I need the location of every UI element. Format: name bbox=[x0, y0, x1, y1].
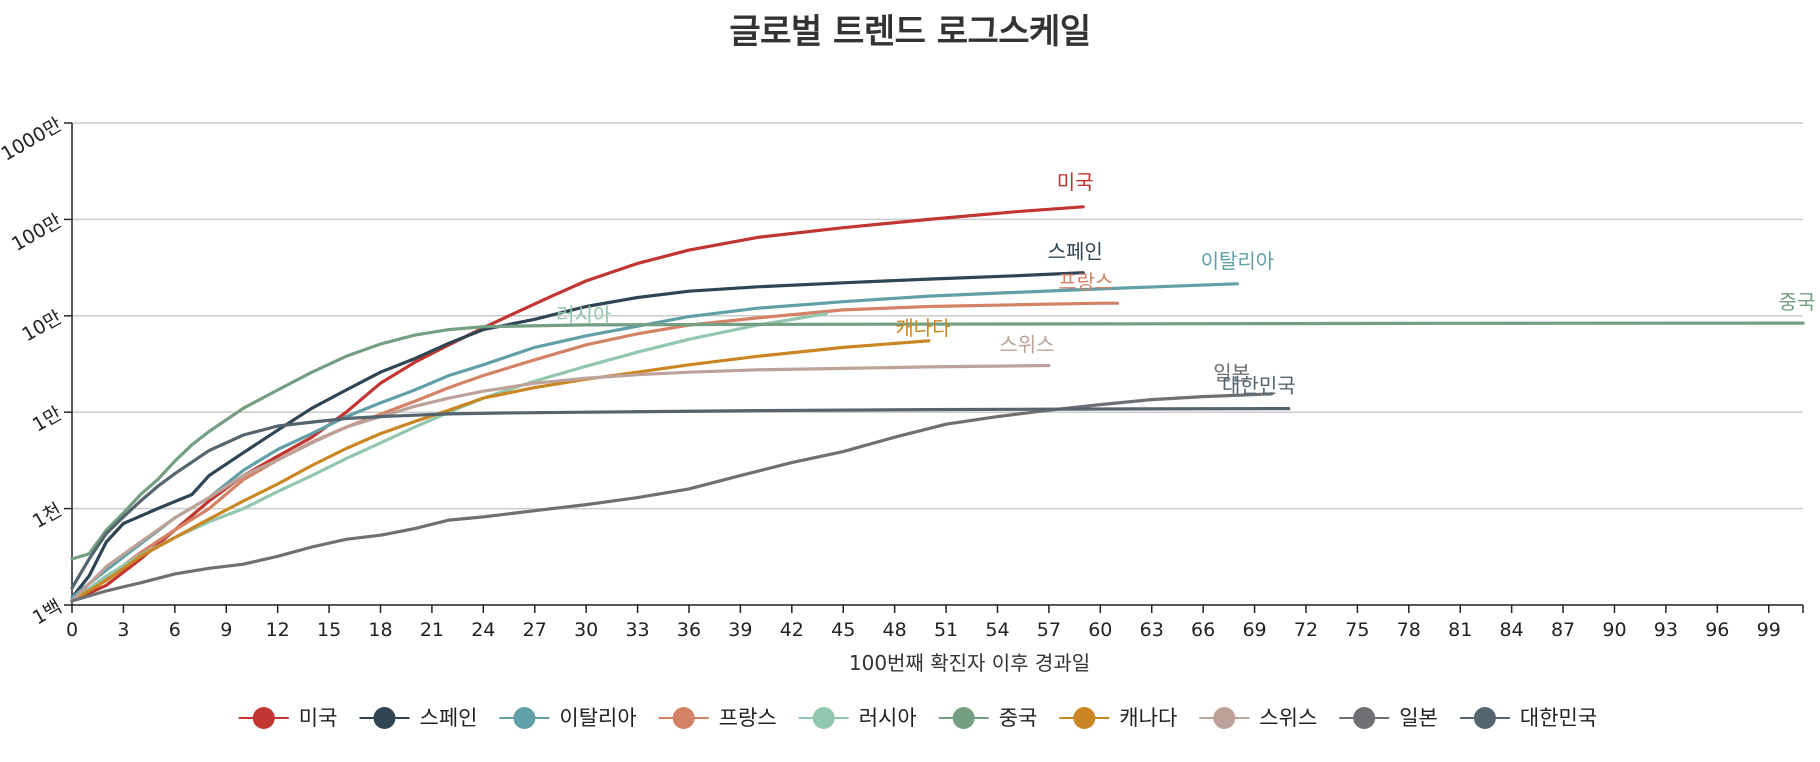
legend-item[interactable]: 캐나다 bbox=[1059, 706, 1177, 730]
x-tick-label: 72 bbox=[1294, 619, 1318, 641]
legend-marker bbox=[672, 707, 695, 729]
x-tick-label: 93 bbox=[1654, 619, 1678, 641]
x-tick-label: 27 bbox=[523, 619, 547, 641]
x-tick-label: 18 bbox=[368, 619, 392, 641]
legend-marker bbox=[373, 707, 396, 729]
series-line[interactable] bbox=[70, 363, 1051, 603]
x-tick-label: 51 bbox=[934, 619, 958, 641]
line-end-label: 스페인 bbox=[1048, 240, 1103, 264]
x-tick-label: 69 bbox=[1242, 619, 1266, 641]
series-line[interactable] bbox=[70, 321, 1805, 561]
x-tick-label: 54 bbox=[985, 619, 1009, 641]
legend-item[interactable]: 일본 bbox=[1339, 706, 1438, 730]
x-tick-label: 48 bbox=[883, 619, 907, 641]
series-line[interactable] bbox=[70, 339, 931, 603]
legend-label: 대한민국 bbox=[1520, 706, 1597, 730]
legend-label: 스위스 bbox=[1259, 706, 1317, 730]
x-tick-label: 30 bbox=[574, 619, 598, 641]
legend-label: 프랑스 bbox=[719, 706, 777, 730]
x-tick-label: 87 bbox=[1551, 619, 1575, 641]
series-line[interactable] bbox=[70, 407, 1291, 590]
x-tick-label: 42 bbox=[780, 619, 804, 641]
legend-label: 러시아 bbox=[859, 706, 917, 730]
legend-item[interactable]: 스위스 bbox=[1199, 706, 1317, 730]
y-tick-label: 10만 bbox=[18, 306, 65, 346]
x-tick-label: 75 bbox=[1345, 619, 1369, 641]
line-end-label: 중국 bbox=[1779, 290, 1816, 314]
legend-item[interactable]: 스페인 bbox=[359, 706, 478, 730]
legend-item[interactable]: 프랑스 bbox=[658, 706, 777, 730]
legend-marker bbox=[812, 707, 835, 729]
line-end-label: 대한민국 bbox=[1222, 374, 1296, 398]
legend-label: 스페인 bbox=[420, 706, 478, 730]
x-tick-label: 66 bbox=[1191, 619, 1215, 641]
chart-title: 글로벌 트렌드 로그스케일 bbox=[729, 12, 1091, 52]
legend-label: 이탈리아 bbox=[559, 706, 636, 730]
x-tick-label: 9 bbox=[220, 619, 232, 641]
series-line[interactable] bbox=[70, 205, 1085, 603]
y-tick-label: 1백 bbox=[29, 595, 66, 629]
legend-layer[interactable]: 미국 스페인 이탈리아 프랑스 러시아 중국 캐나다 스위스 일본 대한민국 bbox=[238, 706, 1597, 730]
legend-item[interactable]: 러시아 bbox=[798, 706, 917, 730]
x-tick-label: 36 bbox=[677, 619, 701, 641]
legend-marker bbox=[1473, 707, 1496, 729]
series-line[interactable] bbox=[70, 312, 828, 603]
legend-label: 일본 bbox=[1399, 706, 1438, 730]
y-tick-label: 100만 bbox=[8, 210, 66, 256]
y-tick-label: 1만 bbox=[29, 403, 66, 437]
y-tick-label: 1천 bbox=[29, 499, 66, 533]
line-end-label: 미국 bbox=[1057, 170, 1094, 194]
x-tick-label: 90 bbox=[1602, 619, 1626, 641]
line-end-label: 캐나다 bbox=[895, 316, 950, 340]
x-tick-label: 99 bbox=[1757, 619, 1781, 641]
line-end-label: 스위스 bbox=[999, 333, 1054, 357]
x-tick-label: 63 bbox=[1140, 619, 1164, 641]
legend-item[interactable]: 이탈리아 bbox=[499, 706, 637, 730]
legend-marker bbox=[1213, 707, 1236, 729]
line-end-label: 프랑스 bbox=[1058, 270, 1113, 294]
legend-marker bbox=[1073, 707, 1096, 729]
legend-label: 미국 bbox=[299, 706, 338, 730]
x-tick-label: 57 bbox=[1037, 619, 1061, 641]
line-end-label: 러시아 bbox=[556, 303, 611, 327]
legend-item[interactable]: 중국 bbox=[938, 706, 1038, 730]
series-line[interactable] bbox=[70, 301, 1120, 603]
x-tick-label: 39 bbox=[728, 619, 752, 641]
x-tick-label: 6 bbox=[169, 619, 181, 641]
x-tick-label: 15 bbox=[317, 619, 341, 641]
series-line[interactable] bbox=[70, 271, 1085, 600]
x-tick-label: 21 bbox=[420, 619, 444, 641]
x-tick-label: 45 bbox=[831, 619, 855, 641]
x-tick-label: 0 bbox=[66, 619, 78, 641]
line-end-label: 이탈리아 bbox=[1201, 249, 1275, 273]
legend-marker bbox=[252, 707, 275, 729]
y-tick-label: 1000만 bbox=[0, 113, 66, 165]
legend-label: 캐나다 bbox=[1119, 706, 1177, 730]
legend-marker bbox=[513, 707, 536, 729]
legend-item[interactable]: 대한민국 bbox=[1459, 706, 1597, 730]
x-tick-label: 78 bbox=[1397, 619, 1421, 641]
x-tick-label: 96 bbox=[1705, 619, 1729, 641]
series-layer bbox=[70, 205, 1805, 603]
x-axis-title: 100번째 확진자 이후 경과일 bbox=[849, 651, 1090, 675]
legend-item[interactable]: 미국 bbox=[238, 706, 338, 730]
legend-marker bbox=[952, 707, 975, 729]
x-tick-label: 84 bbox=[1500, 619, 1524, 641]
x-tick-label: 12 bbox=[266, 619, 290, 641]
line-end-label: 일본 bbox=[1213, 361, 1250, 385]
x-tick-label: 33 bbox=[625, 619, 649, 641]
series-line[interactable] bbox=[70, 392, 1274, 603]
x-tick-label: 60 bbox=[1088, 619, 1112, 641]
legend-label: 중국 bbox=[999, 706, 1038, 730]
x-tick-label: 24 bbox=[471, 619, 495, 641]
x-tick-label: 81 bbox=[1448, 619, 1472, 641]
x-tick-label: 3 bbox=[117, 619, 129, 641]
legend-marker bbox=[1353, 707, 1376, 729]
